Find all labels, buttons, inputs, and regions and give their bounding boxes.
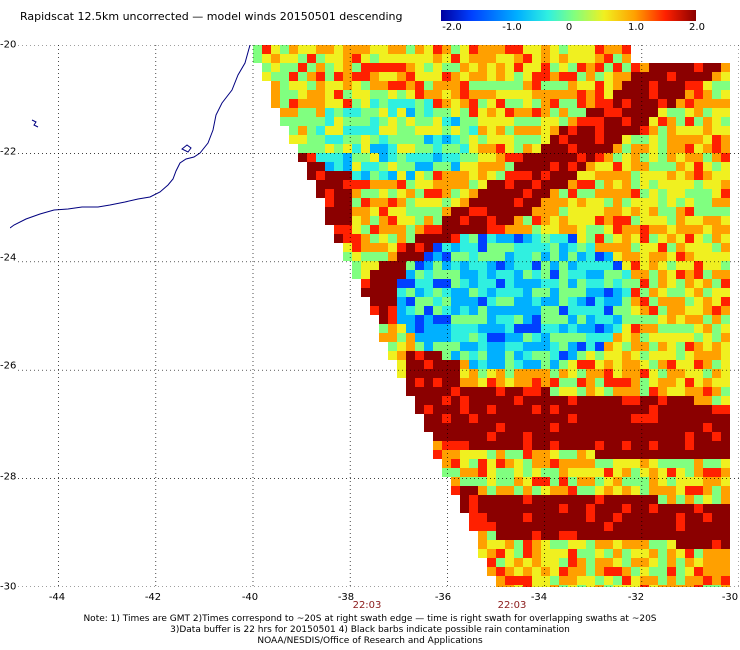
colorbar-tick: -1.0: [502, 22, 522, 33]
colorbar: [441, 10, 696, 21]
footnote-line: NOAA/NESDIS/Office of Research and Appli…: [257, 636, 483, 646]
lat-tick-label: -26: [0, 360, 18, 372]
swath-time-label: 22:03: [497, 600, 527, 611]
lon-tick-label: -30: [721, 592, 739, 603]
lat-lon-grid: [10, 45, 739, 587]
coastline-lagoon: [181, 144, 192, 153]
lon-tick-label: -34: [530, 592, 548, 603]
footnote-line: Note: 1) Times are GMT 2)Times correspon…: [83, 614, 657, 624]
lat-tick-label: -30: [0, 581, 18, 593]
wind-difference-field: [253, 45, 730, 587]
lon-tick-label: -32: [627, 592, 645, 603]
coastline: [10, 45, 251, 229]
lat-tick-label: -20: [0, 39, 18, 51]
lon-tick-label: -44: [48, 592, 66, 603]
footnote: Note: 1) Times are GMT 2)Times correspon…: [0, 614, 740, 647]
colorbar-tick: 2.0: [689, 22, 705, 33]
colorbar-tick: -2.0: [442, 22, 462, 33]
lat-tick-label: -28: [0, 471, 18, 483]
coastline-island: [31, 119, 39, 128]
lat-tick-label: -22: [0, 146, 18, 158]
swath-time-label: 22:03: [352, 600, 382, 611]
lat-tick-label: -24: [0, 252, 18, 264]
footnote-line: 3)Data buffer is 22 hrs for 20150501 4) …: [170, 625, 570, 635]
lon-tick-label: -38: [337, 592, 355, 603]
lon-tick-label: -40: [241, 592, 259, 603]
map-title: Rapidscat 12.5km uncorrected — model win…: [20, 10, 403, 23]
lon-tick-label: -42: [144, 592, 162, 603]
wind-difference-map: [10, 45, 739, 587]
colorbar-tick: 0: [565, 22, 573, 33]
colorbar-tick: 1.0: [628, 22, 644, 33]
lon-tick-label: -36: [434, 592, 452, 603]
